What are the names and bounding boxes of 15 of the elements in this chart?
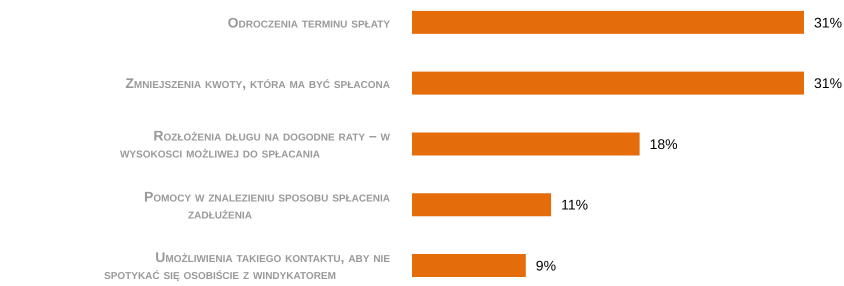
data-label: 31%	[814, 75, 842, 92]
bar	[412, 72, 804, 95]
data-label: 18%	[650, 136, 678, 152]
data-label: 11%	[561, 196, 588, 213]
y-tick-label: Zmniejszenia kwoty, która ma być spłacona	[125, 75, 390, 92]
y-tick-label: Pomocy w znalezieniu sposobu spłacenia zadłużenia	[144, 188, 390, 222]
bar	[412, 193, 552, 216]
data-label: 31%	[814, 14, 842, 30]
y-tick-label: Umożliwienia takiego kontaktu, aby nie spotykać się osobiście z windykatorem	[104, 249, 390, 282]
y-tick-label: Odroczenia terminu spłaty	[228, 14, 390, 30]
bar	[412, 10, 804, 34]
y-tick-label: Rozłożenia długu na dogodne raty – w wysokosci możliwej do spłacania	[120, 128, 391, 160]
bar	[412, 132, 640, 156]
bar	[412, 254, 526, 278]
data-label: 9%	[536, 258, 556, 274]
